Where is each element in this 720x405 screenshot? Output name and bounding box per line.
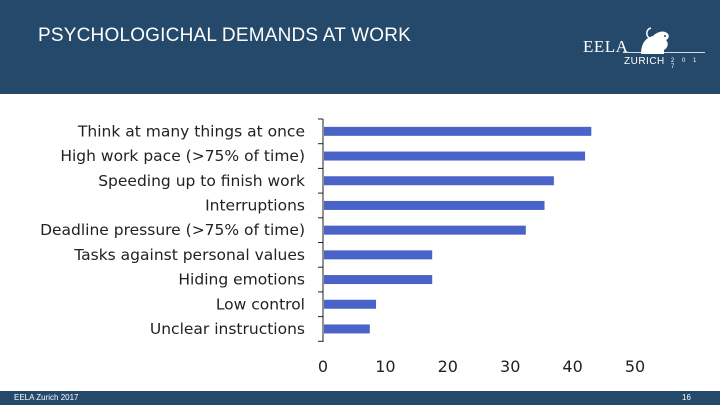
x-tick-label: 20 <box>438 357 458 376</box>
footer-bar <box>0 391 720 405</box>
lion-icon <box>641 27 669 54</box>
logo-divider <box>623 52 705 53</box>
category-label: Interruptions <box>205 196 305 214</box>
x-tick-label: 30 <box>500 357 520 376</box>
category-label: Think at many things at once <box>77 122 305 140</box>
x-tick-label: 40 <box>562 357 582 376</box>
category-label: Hiding emotions <box>178 271 305 289</box>
bar <box>324 250 433 260</box>
logo-year: 2 0 1 7 <box>671 58 700 70</box>
category-label: Deadline pressure (>75% of time) <box>40 221 305 239</box>
axes <box>318 118 324 342</box>
eela-logo: EELA ZURICH 2 0 1 7 <box>583 26 708 70</box>
bar <box>324 200 545 210</box>
category-label: Low control <box>216 295 305 313</box>
slide-title: PSYCHOLOGICHAL DEMANDS AT WORK <box>38 25 412 46</box>
category-label: High work pace (>75% of time) <box>60 147 305 165</box>
bars <box>324 126 592 334</box>
bar <box>324 126 592 136</box>
logo-name: EELA <box>583 37 629 56</box>
logo-city: ZURICH <box>624 56 665 67</box>
bar <box>324 225 526 235</box>
bar <box>324 299 377 309</box>
x-tick-label: 50 <box>625 357 645 376</box>
bar <box>324 324 370 334</box>
bar <box>324 151 586 161</box>
x-tick-label: 0 <box>318 357 328 376</box>
bar <box>324 176 554 186</box>
header-banner: PSYCHOLOGICHAL DEMANDS AT WORK EELA ZURI… <box>0 0 720 94</box>
bar-chart: Think at many things at once High work pa… <box>40 118 645 376</box>
footer-text: EELA Zurich 2017 <box>14 393 79 402</box>
page-number: 16 <box>682 393 691 402</box>
category-label: Unclear instructions <box>150 320 305 338</box>
category-label: Speeding up to finish work <box>98 172 305 190</box>
tick-labels: 0 10 20 30 40 50 <box>318 357 645 376</box>
category-labels: Think at many things at once High work pa… <box>40 122 305 338</box>
category-label: Tasks against personal values <box>73 246 305 264</box>
x-tick-label: 10 <box>375 357 395 376</box>
bar <box>324 275 433 285</box>
